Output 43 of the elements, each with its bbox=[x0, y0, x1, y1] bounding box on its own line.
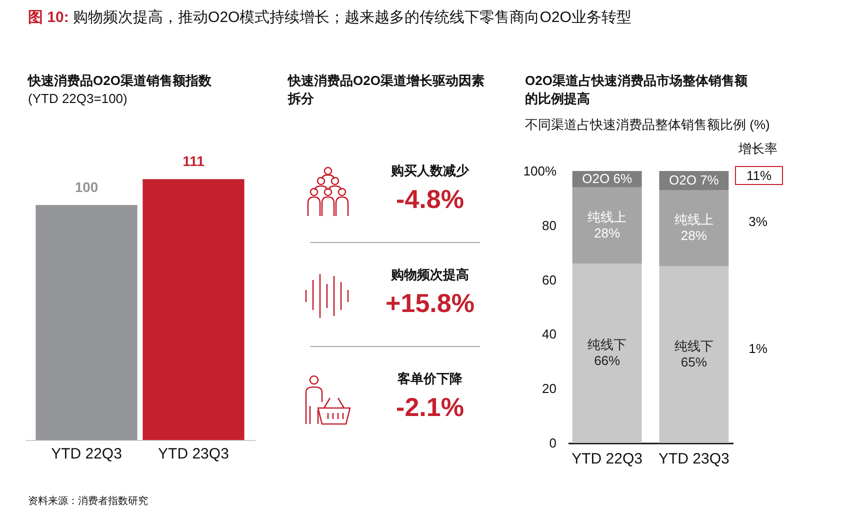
bar bbox=[659, 190, 729, 266]
text: 资料来源：消费者指数研究 bbox=[28, 494, 148, 508]
y-tick-label: 60 bbox=[542, 272, 556, 288]
text: +15.8% bbox=[384, 288, 476, 319]
x-tick-label: YTD 23Q3 bbox=[158, 446, 229, 462]
y-tick-label: 80 bbox=[542, 218, 556, 233]
chart-title: O2O渠道占快速消费品市场整体销售额的比例提高 bbox=[525, 72, 748, 108]
text: 购物频次提高 bbox=[390, 266, 470, 284]
chart-subtitle: (YTD 22Q3=100) bbox=[28, 90, 128, 108]
data-label: 100 bbox=[74, 179, 98, 195]
bar bbox=[659, 266, 729, 443]
y-tick-label: 40 bbox=[542, 326, 556, 342]
y-tick-label: 0 bbox=[549, 436, 556, 450]
text: O2O 7% bbox=[668, 172, 719, 188]
caption: 图 10: 购物频次提高，推动O2O模式持续增长；越来越多的传统线下零售商向O2O业务转型 bbox=[28, 9, 632, 26]
series-label: 纯线上 bbox=[588, 209, 627, 224]
data-label: 111 bbox=[182, 153, 205, 170]
bar bbox=[572, 187, 642, 264]
text: 纯线上 bbox=[674, 212, 714, 228]
text: 1% bbox=[748, 341, 768, 356]
y-tick-label: 100% bbox=[523, 164, 557, 178]
bar bbox=[572, 263, 642, 443]
data-label: 66% bbox=[594, 353, 621, 368]
x-tick-label: YTD 22Q3 bbox=[51, 446, 122, 462]
text: 纯线下 bbox=[674, 338, 714, 354]
text: -4.8% bbox=[395, 184, 465, 215]
text: -2.1% bbox=[395, 392, 465, 423]
text: 客单价下降 bbox=[396, 370, 464, 388]
series-label: 纯线下 bbox=[588, 337, 627, 352]
text: 11% bbox=[735, 166, 783, 185]
data-label: 65% bbox=[680, 354, 708, 370]
y-tick-label: 20 bbox=[542, 381, 556, 396]
chart-title: 快速消费品O2O渠道销售额指数 bbox=[28, 72, 212, 90]
data-label: 28% bbox=[680, 228, 708, 244]
x-tick-label: YTD 23Q3 bbox=[658, 450, 730, 468]
text: 3% bbox=[748, 214, 768, 229]
text: 增长率 bbox=[738, 140, 778, 158]
text: O2O 6% bbox=[582, 171, 632, 186]
text: 快速消费品O2O渠道增长驱动因素拆分 bbox=[288, 72, 486, 108]
data-label: 28% bbox=[594, 225, 621, 240]
x-tick-label: YTD 22Q3 bbox=[572, 450, 643, 468]
chart-subtitle: 不同渠道占快速消费品整体销售额比例 (%) bbox=[525, 116, 771, 134]
text: 购买人数减少 bbox=[390, 162, 470, 180]
